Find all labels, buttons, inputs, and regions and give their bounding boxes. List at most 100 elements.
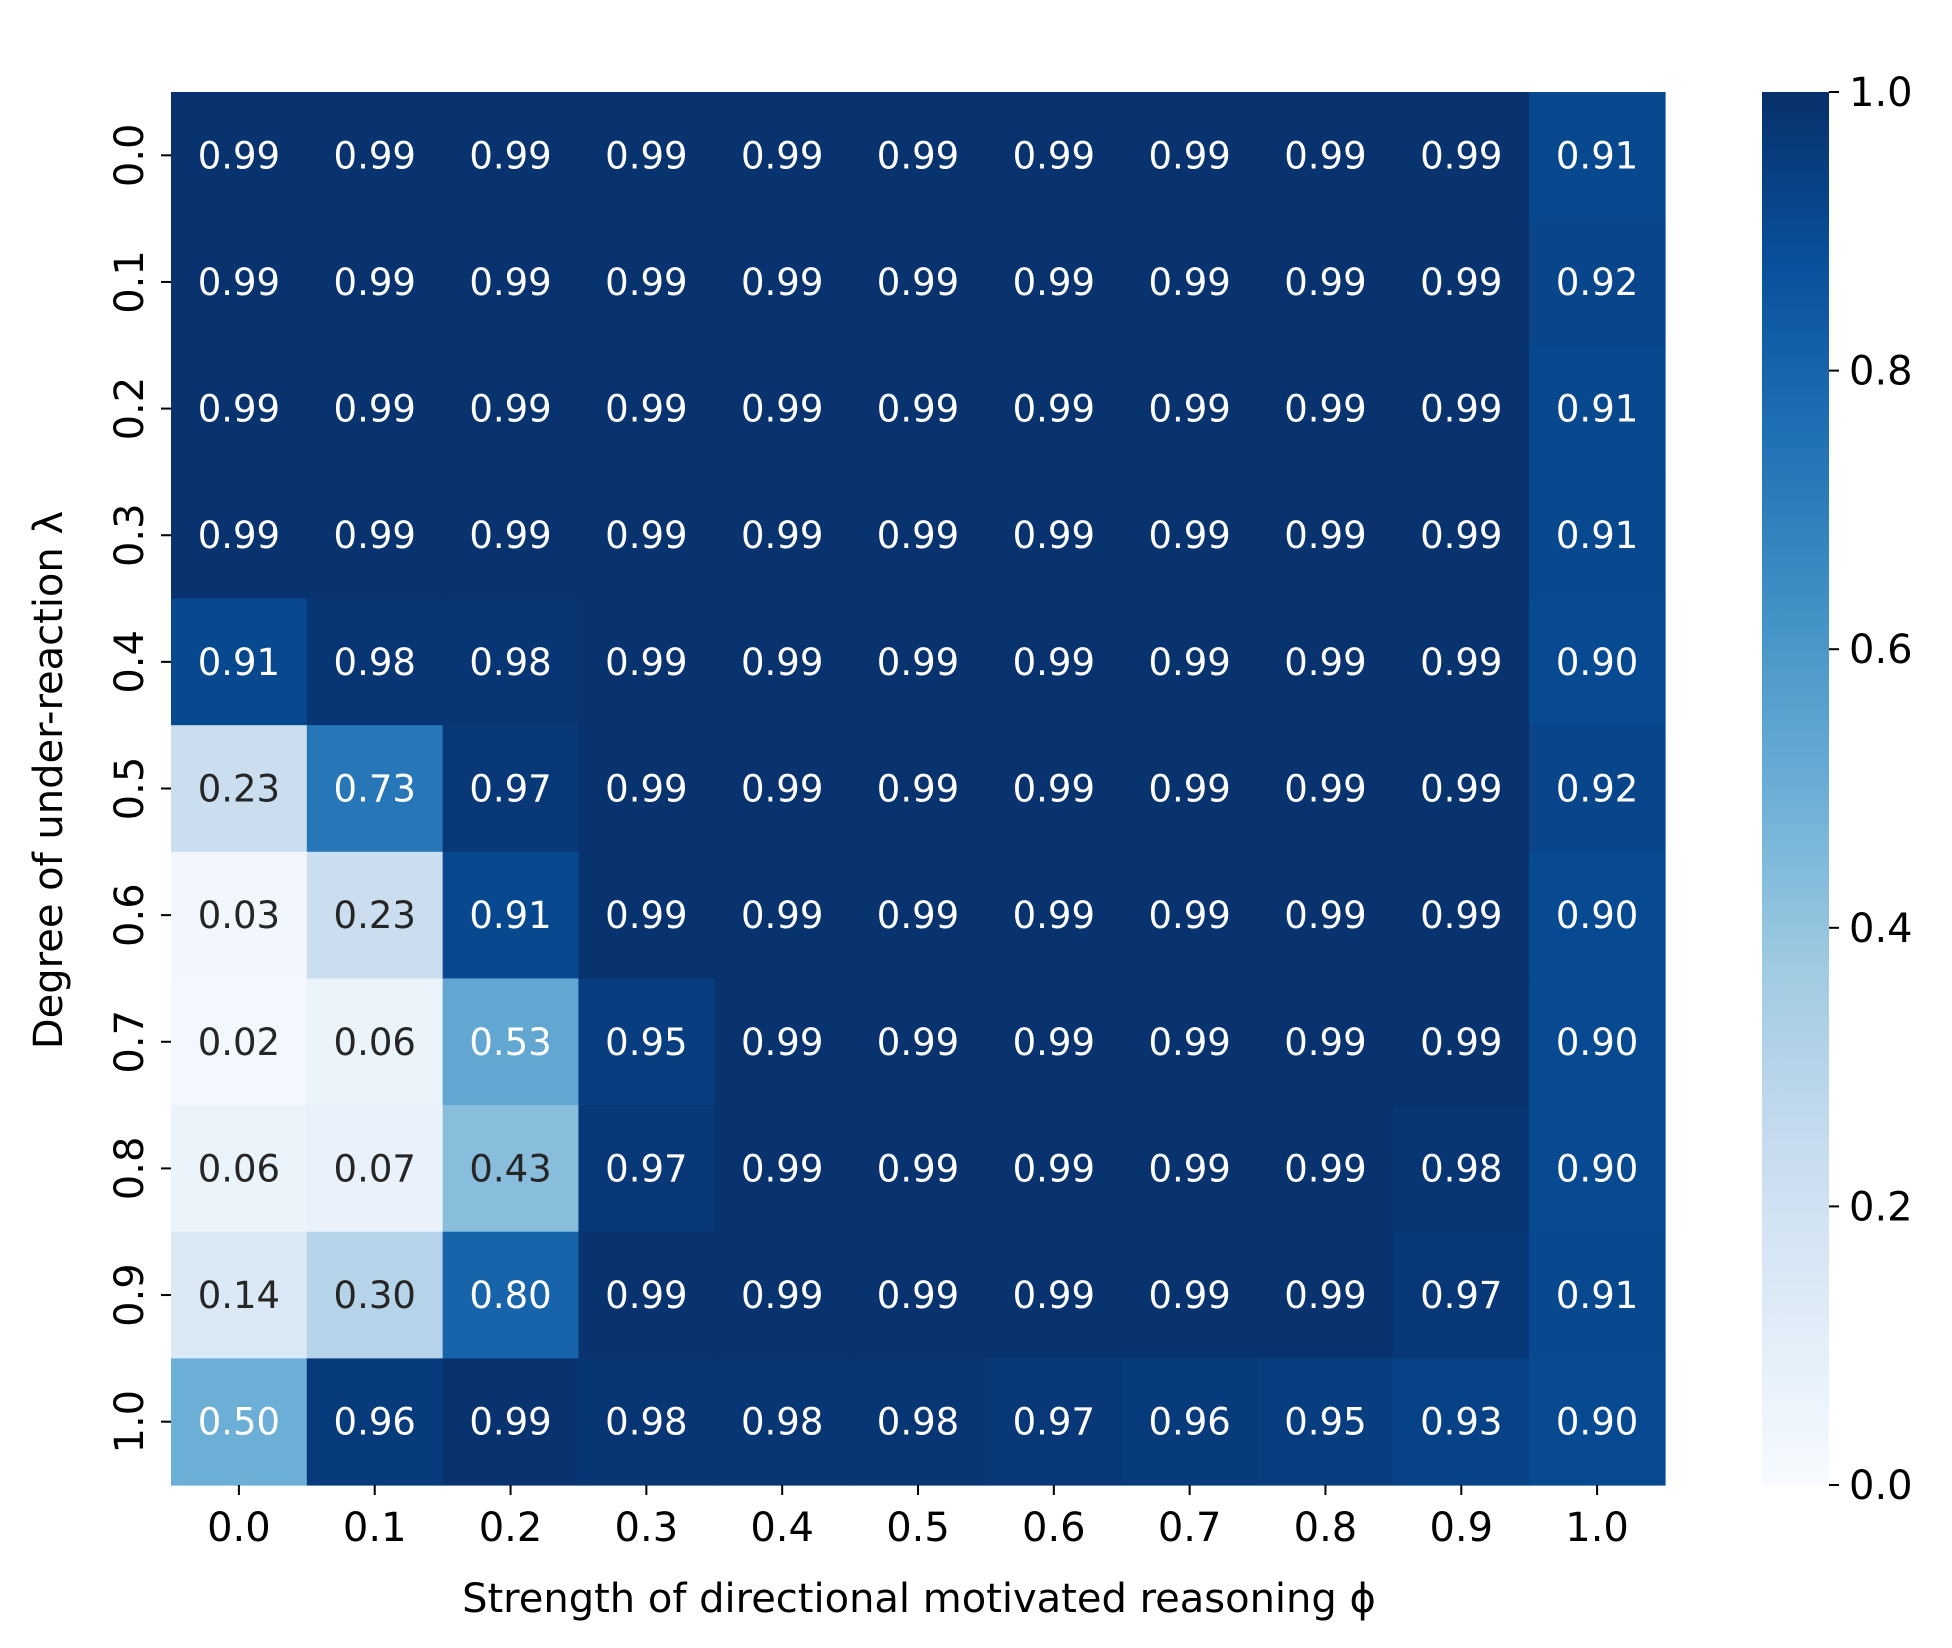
- heatmap-cell: [1121, 978, 1259, 1106]
- cell-value-label: 0.53: [469, 1021, 551, 1064]
- heatmap-cell: [850, 1105, 987, 1233]
- cell-value-label: 0.23: [198, 768, 280, 811]
- x-axis-ticks: 0.0 0.1 0.2 0.3 0.4 0.5 0.6 0.7 0.8 0.9 1.0: [207, 1485, 1629, 1551]
- heatmap-cell: [714, 92, 851, 220]
- y-tick-label: 0.4: [107, 630, 153, 694]
- cell-value-label: 0.99: [877, 1021, 959, 1064]
- y-tick-label: 0.5: [107, 757, 153, 821]
- cell-value-label: 0.99: [741, 1147, 823, 1190]
- cell-value-label: 0.92: [1556, 768, 1638, 811]
- y-tick-label: 0.1: [107, 250, 153, 314]
- cell-value-label: 0.99: [1284, 894, 1366, 937]
- cell-value-label: 0.97: [1013, 1401, 1095, 1444]
- heatmap-cell: [985, 598, 1123, 726]
- cell-value-label: 0.99: [877, 1274, 959, 1317]
- cell-value-label: 0.06: [198, 1147, 280, 1190]
- cell-value-label: 0.99: [1420, 1021, 1502, 1064]
- y-tick-label: 0.6: [107, 883, 153, 947]
- cell-value-label: 0.96: [1148, 1401, 1230, 1444]
- cell-value-label: 0.99: [1148, 1147, 1230, 1190]
- heatmap-cell: [985, 1105, 1123, 1233]
- cell-value-label: 0.99: [334, 514, 416, 557]
- heatmap-cell: [171, 92, 308, 220]
- colorbar-tick-label: 0.4: [1849, 906, 1913, 952]
- heatmap-cell: [306, 1231, 444, 1359]
- heatmap-cell: [1393, 471, 1530, 600]
- heatmap-cell: [714, 598, 851, 726]
- heatmap-cell: [1121, 598, 1259, 726]
- heatmap-cell: [1257, 598, 1394, 726]
- heatmap-cell: [1393, 725, 1530, 853]
- cell-value-label: 0.99: [741, 134, 823, 177]
- heatmap-cell: [985, 345, 1123, 473]
- heatmap-cell: [850, 598, 987, 726]
- cell-value-label: 0.99: [877, 768, 959, 811]
- x-tick-label: 0.1: [343, 1505, 407, 1551]
- cell-value-label: 0.99: [877, 261, 959, 304]
- cell-value-label: 0.99: [1148, 388, 1230, 431]
- cell-value-label: 0.91: [469, 894, 551, 937]
- heatmap-cell: [171, 851, 308, 980]
- heatmap-cell: [1393, 92, 1530, 220]
- cell-value-label: 0.99: [198, 261, 280, 304]
- cell-value-label: 0.99: [741, 261, 823, 304]
- heatmap-cell: [306, 851, 444, 980]
- cell-value-label: 0.99: [1420, 514, 1502, 557]
- heatmap-cell: [171, 1358, 308, 1486]
- cell-value-label: 0.99: [1148, 261, 1230, 304]
- heatmap-cell: [714, 1231, 851, 1359]
- cell-value-label: 0.99: [1420, 768, 1502, 811]
- cell-value-label: 0.90: [1556, 1401, 1638, 1444]
- heatmap-cell: [1121, 1231, 1259, 1359]
- heatmap-cell: [1529, 218, 1666, 346]
- heatmap-cell: [1393, 1231, 1530, 1359]
- cell-value-label: 0.99: [1013, 514, 1095, 557]
- cell-value-label: 0.99: [877, 894, 959, 937]
- cell-value-label: 0.90: [1556, 641, 1638, 684]
- cell-value-label: 0.99: [1013, 134, 1095, 177]
- heatmap-cell: [714, 725, 851, 853]
- heatmap-cell: [578, 1105, 715, 1233]
- cell-value-label: 0.99: [877, 514, 959, 557]
- cell-value-label: 0.98: [877, 1401, 959, 1444]
- heatmap-cell: [1121, 1358, 1259, 1486]
- cell-value-label: 0.99: [605, 894, 687, 937]
- cell-value-label: 0.50: [198, 1401, 280, 1444]
- heatmap-cell: [578, 725, 715, 853]
- cell-value-label: 0.99: [605, 261, 687, 304]
- heatmap-cell: [171, 598, 308, 726]
- cell-value-label: 0.99: [741, 894, 823, 937]
- heatmap-cell: [850, 471, 987, 600]
- cell-value-label: 0.91: [1556, 514, 1638, 557]
- cell-value-label: 0.97: [605, 1147, 687, 1190]
- cell-value-label: 0.95: [605, 1021, 687, 1064]
- cell-value-label: 0.03: [198, 894, 280, 937]
- cell-value-label: 0.99: [1284, 641, 1366, 684]
- x-tick-label: 0.9: [1429, 1505, 1493, 1551]
- x-tick-label: 0.3: [615, 1505, 679, 1551]
- cell-value-label: 0.99: [1013, 894, 1095, 937]
- heatmap-cell: [1529, 1231, 1666, 1359]
- colorbar-tick-label: 1.0: [1849, 70, 1913, 116]
- cell-value-label: 0.99: [877, 388, 959, 431]
- heatmap-cell: [1529, 471, 1666, 600]
- x-tick-label: 0.5: [886, 1505, 950, 1551]
- heatmap-cells: 0.99 0.99 0.99 0.99 0.99 0.99 0.99 0.99 0.99 0.99…: [171, 92, 1666, 1486]
- heatmap-cell: [1393, 598, 1530, 726]
- heatmap-cell: [1529, 1358, 1666, 1486]
- heatmap-cell: [1393, 978, 1530, 1106]
- cell-value-label: 0.99: [1148, 514, 1230, 557]
- cell-value-label: 0.99: [334, 388, 416, 431]
- y-tick-label: 0.8: [107, 1137, 153, 1201]
- heatmap-cell: [1529, 978, 1666, 1106]
- heatmap-cell: [578, 471, 715, 600]
- cell-value-label: 0.90: [1556, 894, 1638, 937]
- cell-value-label: 0.99: [1284, 388, 1366, 431]
- heatmap-cell: [850, 218, 987, 346]
- heatmap-cell: [850, 92, 987, 220]
- heatmap-cell: [306, 1105, 444, 1233]
- cell-value-label: 0.43: [469, 1147, 551, 1190]
- heatmap-cell: [306, 1358, 444, 1486]
- heatmap-cell: [1257, 92, 1394, 220]
- cell-value-label: 0.99: [1284, 1147, 1366, 1190]
